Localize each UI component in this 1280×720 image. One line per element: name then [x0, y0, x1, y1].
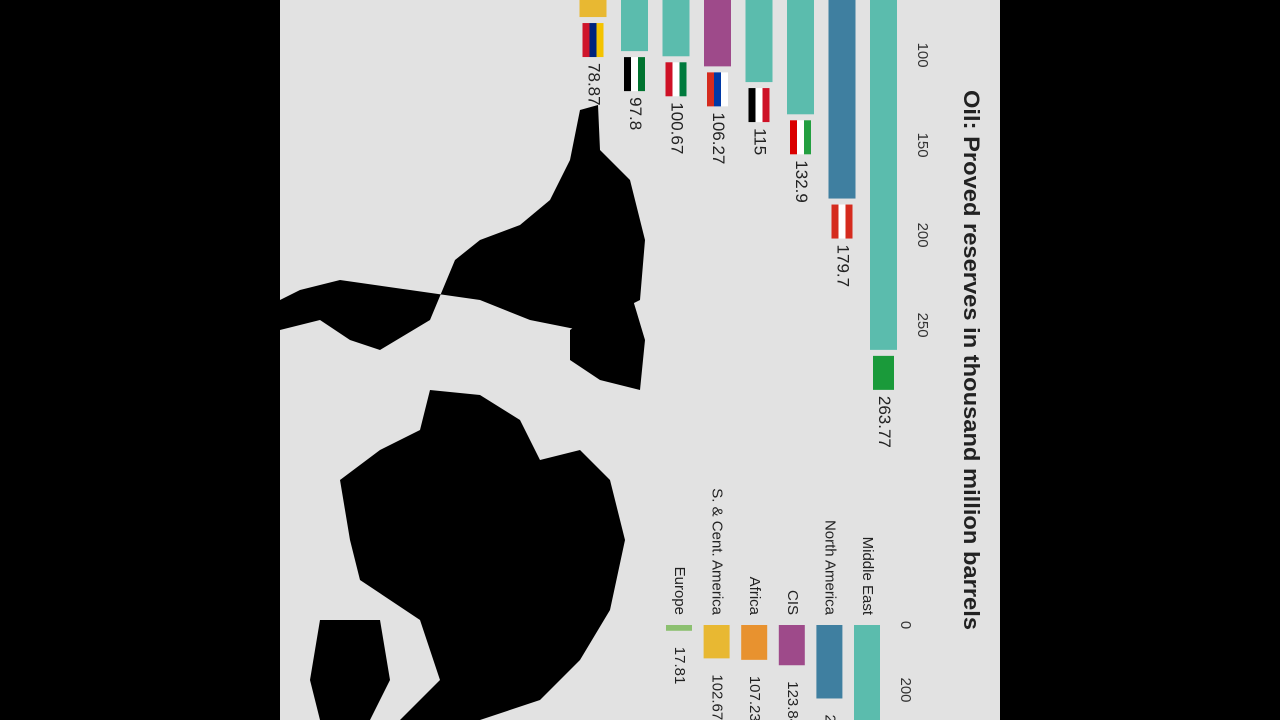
flag-icon: [631, 57, 638, 92]
value-label: 106.27: [709, 112, 728, 164]
region-bar: [778, 625, 805, 666]
x-tick-label: 200: [914, 223, 931, 248]
value-label: 179.7: [834, 245, 853, 288]
chart-title: Oil: Proved reserves in thousand million…: [959, 90, 984, 630]
flag-icon: [831, 204, 839, 239]
bar: [704, 0, 731, 67]
x-tick-label: 150: [914, 133, 931, 158]
rotated-chart: Oil: Proved reserves in thousand million…: [579, 0, 984, 720]
bar: [579, 0, 607, 18]
map-landmass: [310, 620, 390, 720]
flag-icon: [665, 62, 673, 97]
flag-icon: [596, 23, 604, 58]
flag-icon: [797, 120, 804, 155]
value-label: 226.1: [821, 714, 838, 720]
x-tick-label: 100: [914, 43, 931, 68]
value-label: 123.84: [784, 681, 801, 720]
x-tick-label: 250: [914, 313, 931, 338]
value-label: 115: [751, 128, 770, 155]
legend-label: North America: [821, 520, 838, 616]
bar: [662, 0, 690, 57]
region-bar: [854, 625, 880, 720]
value-label: 100.67: [668, 102, 687, 154]
flag-icon: [838, 204, 846, 239]
value-label: 102.67: [709, 674, 726, 720]
flag-icon: [589, 23, 597, 58]
map-landmass: [340, 390, 625, 720]
flag-icon: [638, 57, 645, 92]
bar: [870, 0, 897, 350]
legend-label: CIS: [784, 590, 801, 615]
legend-label: Middle East: [859, 537, 876, 616]
flag-icon: [582, 23, 590, 58]
flag-icon: [873, 355, 894, 390]
flag-icon: [679, 62, 687, 97]
region-bar: [741, 625, 768, 660]
legend-label: Europe: [671, 567, 688, 615]
value-label: 97.8: [626, 97, 645, 130]
flag-icon: [748, 88, 756, 123]
flag-icon: [721, 72, 728, 107]
value-label: 132.9: [792, 160, 811, 203]
flag-icon: [624, 57, 631, 92]
value-label: 107.23: [746, 676, 763, 720]
flag-icon: [714, 72, 721, 107]
flag-icon: [845, 204, 853, 239]
bar: [621, 0, 648, 52]
flag-icon: [707, 72, 714, 107]
flag-icon: [790, 120, 797, 155]
value-label: 263.77: [875, 396, 894, 448]
x-tick-label: 200: [897, 677, 914, 702]
flag-icon: [672, 62, 680, 97]
bar: [787, 0, 814, 115]
value-label: 17.81: [671, 647, 688, 685]
value-label: 78.87: [585, 63, 604, 106]
region-bar: [666, 625, 692, 631]
flag-icon: [762, 88, 770, 123]
world-map: [280, 105, 645, 720]
x-tick-label: 0: [897, 621, 914, 629]
map-landmass: [280, 105, 645, 350]
legend-label: Africa: [746, 577, 763, 616]
bar: [828, 0, 856, 199]
region-bar: [703, 625, 730, 659]
flag-icon: [804, 120, 811, 155]
flag-icon: [755, 88, 763, 123]
video-frame: Oil: Proved reserves in thousand million…: [280, 0, 1000, 720]
bar: [745, 0, 773, 83]
region-bar: [816, 625, 843, 699]
legend-label: S. & Cent. America: [709, 488, 726, 615]
map-landmass: [570, 290, 645, 390]
